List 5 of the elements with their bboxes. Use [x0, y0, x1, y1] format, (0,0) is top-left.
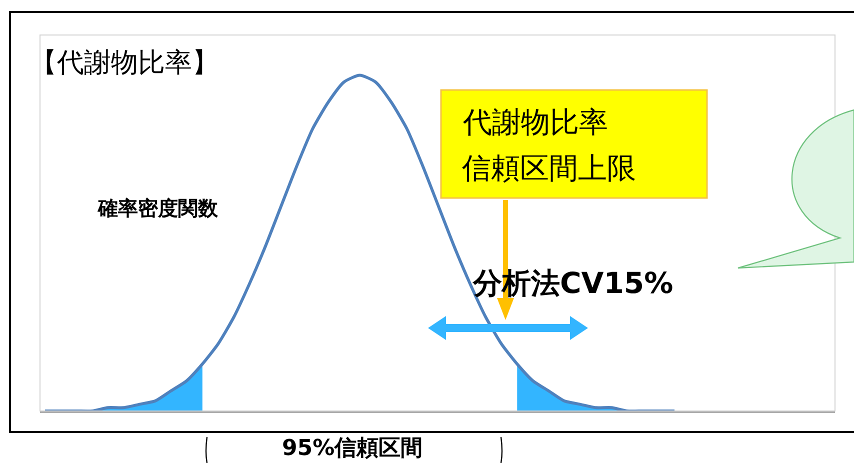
- annotation: 代謝物比率: [462, 105, 608, 139]
- annotation: 信頼区間上限: [462, 151, 636, 185]
- chart-title: 【代謝物比率】: [30, 47, 219, 78]
- y-axis-title: 確率密度関数: [97, 196, 219, 220]
- text: 95%信頼区間: [282, 436, 423, 461]
